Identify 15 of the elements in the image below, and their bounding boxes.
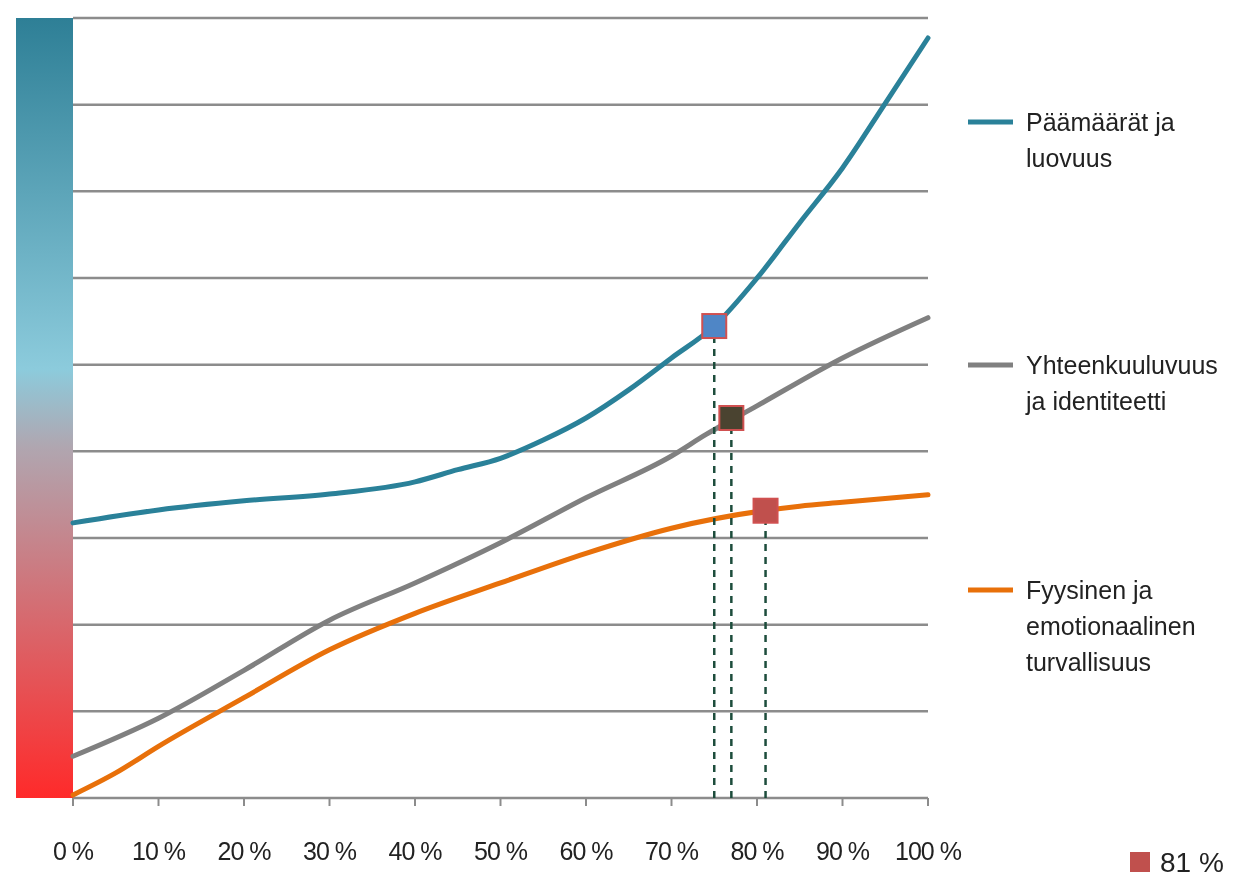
legend-label: Fyysinen ja emotionaalinen turvallisuus (1026, 576, 1196, 676)
legend-label: 81 % (1160, 847, 1224, 875)
x-tick-label: 80 % (730, 837, 785, 865)
x-tick-label: 30 % (303, 837, 357, 865)
x-tick-label: 0 % (52, 837, 94, 865)
x-tick-label: 90 % (816, 837, 870, 865)
x-tick-label: 60 % (559, 837, 614, 865)
x-tick-label: 10 % (132, 837, 186, 865)
x-tick-label: 100 % (895, 837, 962, 865)
legend-label: Yhteenkuuluvuus ja identiteetti (1025, 351, 1218, 415)
x-tick-label: 70 % (645, 837, 699, 865)
legend-label: Päämäärät ja luovuus (1026, 108, 1175, 172)
x-tick-label: 40 % (388, 837, 443, 865)
x-tick-label: 20 % (217, 837, 272, 865)
x-tick-label: 50 % (474, 837, 528, 865)
